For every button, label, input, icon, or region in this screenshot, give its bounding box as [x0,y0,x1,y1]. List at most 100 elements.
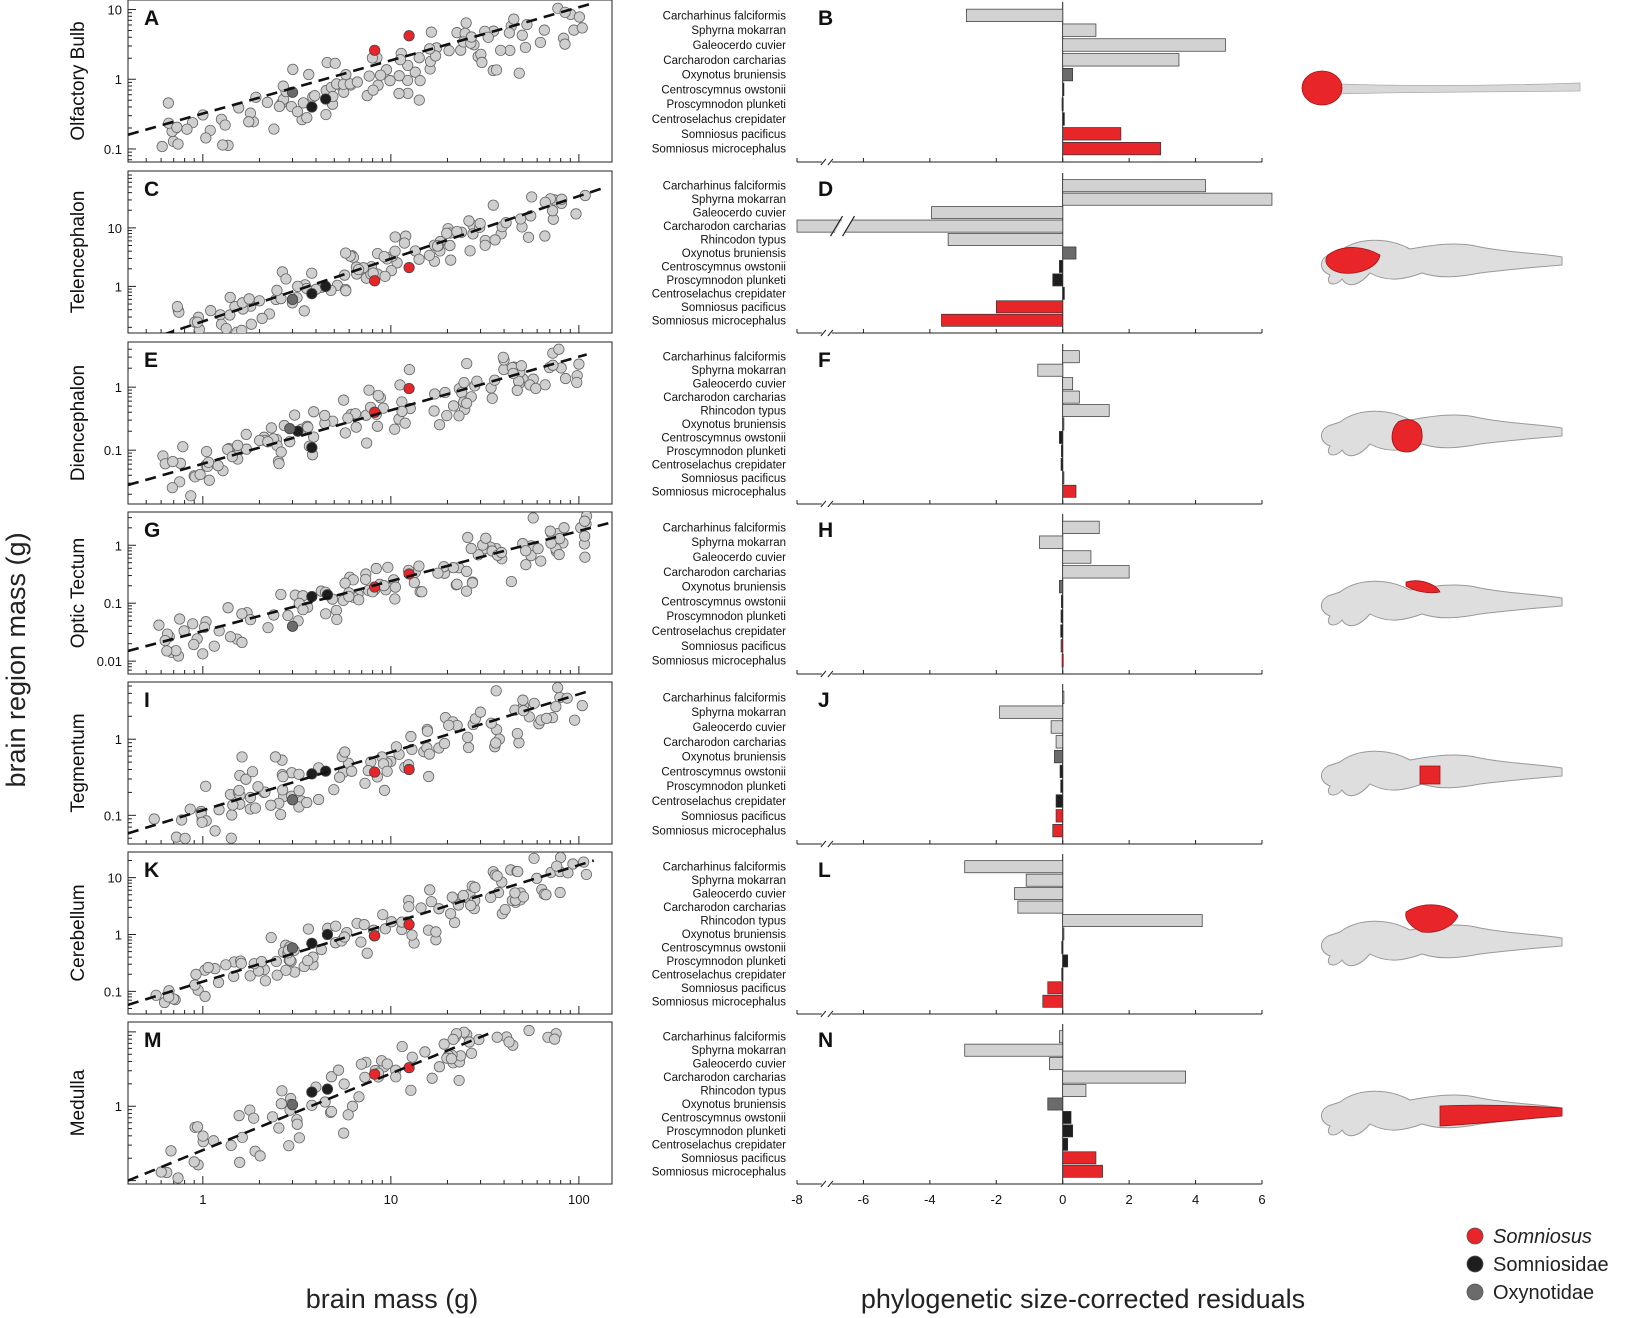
data-point [330,920,342,932]
residual-bar-somniosus [1062,484,1077,498]
data-point [458,376,470,389]
residual-bar-somniosidae [1062,1137,1069,1151]
data-point [443,719,455,731]
panel-letter: E [144,349,158,372]
data-point [539,379,551,391]
species-label: Centroselachus crepidater [652,626,786,638]
data-point [553,343,565,355]
data-point [438,1038,450,1050]
species-label: Carcharodon carcharias [663,737,786,749]
data-point [451,578,463,590]
residual-bar-oxynotidae [1062,927,1065,941]
global-labels: brain region mass (g) brain mass (g) phy… [1,532,1305,1314]
data-point [463,215,475,227]
residual-bar-other [1025,873,1064,887]
data-point [355,1058,367,1070]
residual-bar-other [1062,390,1080,404]
scatter-frame [127,851,613,1015]
y-tick-label: 1 [115,927,122,942]
region-label: Olfactory Bulb [68,21,89,140]
species-label: Somniosus microcephalus [652,315,786,327]
data-point [544,525,556,537]
data-point [275,808,287,821]
data-point [224,631,237,643]
data-point [390,741,402,753]
residual-bar-other [1049,1057,1064,1071]
data-point [233,1110,245,1122]
panel-letter: M [144,1029,162,1052]
data-point [540,712,553,724]
residual-bar-somniosidae [1059,431,1064,444]
residual-tick-label: 2 [1126,1192,1133,1207]
data-point [346,765,358,777]
data-point [277,771,289,783]
data-point [465,542,477,555]
data-point [490,737,502,749]
data-point [546,205,559,217]
axis-break-mark [820,670,827,678]
data-point [280,964,292,976]
scatter-frame [127,511,613,675]
panel-letter: H [818,519,833,542]
data-point [389,593,401,605]
data-point [428,405,440,417]
residual-bar-somniosus [1062,471,1065,485]
data-point [187,618,199,630]
data-point [280,273,292,285]
data-point [479,239,491,251]
brain-illustration-telencephalon [1321,239,1563,286]
residual-bar-oxynotidae [1059,579,1064,594]
data-point [325,1071,338,1083]
residual-bar-somniosus [1055,809,1064,823]
data-point [441,227,453,239]
scatter-points [157,343,585,502]
species-label: Centroscymnus owstonii [661,596,786,608]
data-point [465,1047,478,1059]
axis-break-mark [820,1180,827,1188]
data-point-somniosus [369,275,381,287]
data-point [202,961,214,974]
x-tick-label: 1 [199,1192,206,1207]
species-label: Centroscymnus owstonii [661,261,786,273]
residual-bar-somniosus [1062,1164,1103,1178]
data-point-somniosus [403,918,415,931]
data-point [413,52,425,64]
species-label: Proscymnodon plunketi [666,611,786,623]
data-point [413,560,425,572]
data-point [520,545,532,557]
panel-letter: N [818,1029,833,1052]
data-point [302,955,314,967]
data-point [515,360,527,372]
species-label: Somniosus microcephalus [652,486,786,498]
region-label: Cerebellum [68,884,89,981]
data-point-somniosidae [321,928,334,941]
data-point [292,280,304,292]
row-tegmentum: 0.1 1 I Tegmentum J Carcharhinus falciformis S… [68,681,1563,848]
axis-break-mark [827,1010,834,1018]
data-point [474,217,486,230]
data-point [367,84,379,96]
data-point [312,793,325,806]
data-point [339,746,351,758]
species-label: Somniosus pacificus [681,1153,786,1165]
data-point [447,400,460,412]
axis-break-mark [820,1010,827,1018]
data-point [226,809,238,821]
species-label: Centroscymnus owstonii [661,84,786,96]
residual-tick-label: -4 [924,1192,936,1207]
data-point [240,428,252,441]
data-point [225,1139,237,1152]
residual-bar-other [1062,565,1130,579]
data-point [289,409,301,421]
axis-break-mark [820,329,827,337]
scatter-panel-A: 0.1 1 10 A Olfactory Bulb [68,0,613,163]
data-point [413,253,425,265]
data-point [302,923,315,935]
data-point [374,69,387,81]
axis-break-gap [821,1010,832,1018]
residual-bar-somniosidae [1062,286,1065,300]
data-point [200,132,212,144]
data-point [570,208,582,220]
data-point [425,26,437,38]
scatter-points [156,2,588,153]
